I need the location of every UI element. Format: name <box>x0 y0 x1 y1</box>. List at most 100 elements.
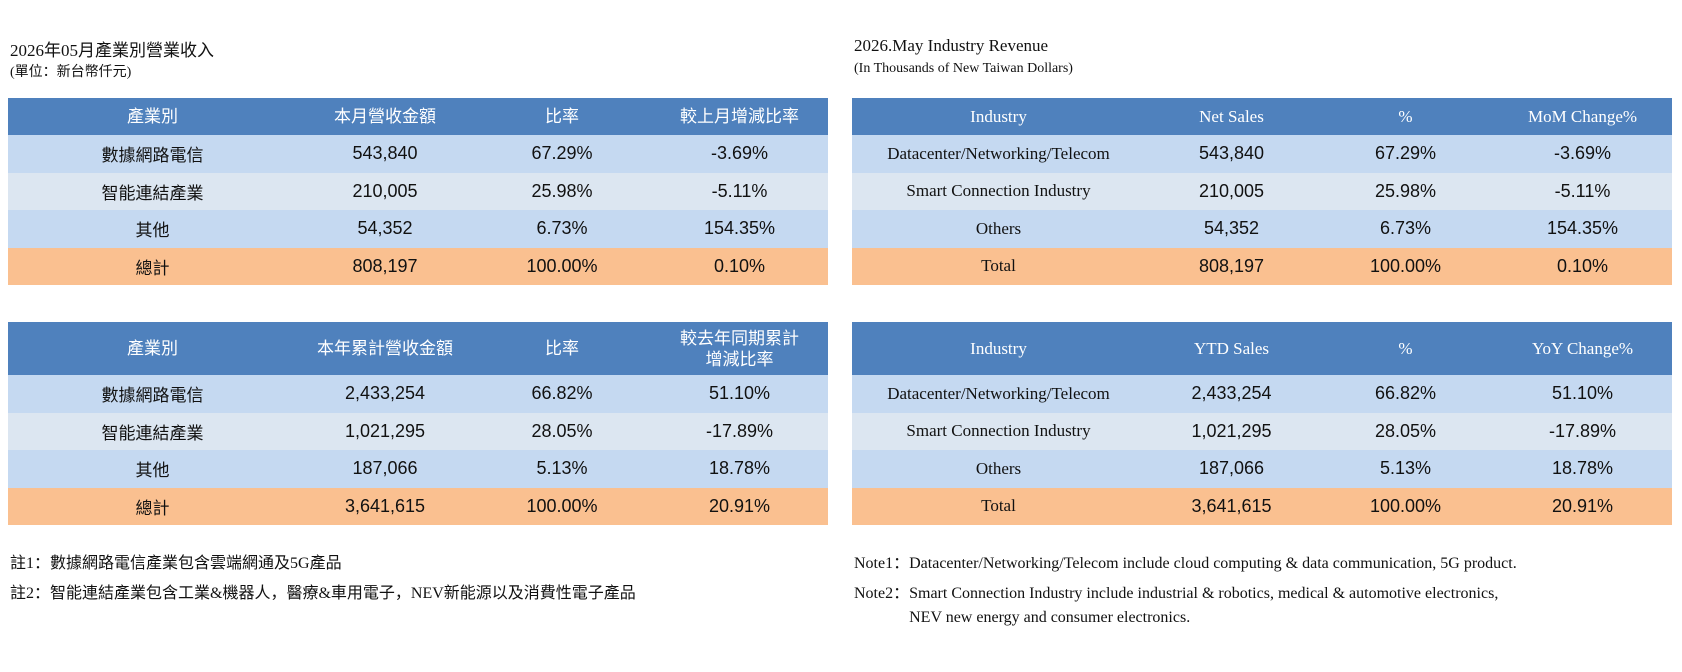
value-cell: -5.11% <box>1493 172 1672 210</box>
value-cell: 5.13% <box>473 450 651 488</box>
label-cell: Datacenter/Networking/Telecom <box>852 375 1145 413</box>
value-cell: -3.69% <box>651 135 828 173</box>
header-cell: 較去年同期累計 增減比率 <box>651 322 828 375</box>
data-row: Datacenter/Networking/Telecom 2,433,254 66… <box>852 375 1672 413</box>
value-cell: 6.73% <box>473 210 651 248</box>
note-label: Note2： <box>854 585 910 602</box>
label-cell: 數據網路電信 <box>8 375 297 413</box>
data-row: 數據網路電信 543,840 67.29% -3.69% <box>8 135 828 173</box>
value-cell: 1,021,295 <box>1145 412 1318 450</box>
subtitle: (In Thousands of New Taiwan Dollars) <box>854 61 1073 76</box>
value-cell: 5.13% <box>1318 450 1493 488</box>
revenue-table: Industry Net Sales% MoM Change% Datacenter/… <box>852 98 1672 285</box>
data-row: Others 54,352 6.73% 154.35% <box>852 210 1672 248</box>
revenue-table: 產業別 本年累計營收金額 比率 較去年同期累計 增減比率 數據網路電信 2,433,254… <box>8 322 828 525</box>
header-cell: 比率 <box>473 98 651 135</box>
value-cell: 100.00% <box>1318 487 1493 525</box>
value-cell: 187,066 <box>1145 450 1318 488</box>
data-row: Smart Connection Industry 1,021,295 28.05%… <box>852 412 1672 450</box>
value-cell: 100.00% <box>473 487 651 525</box>
note-body: 數據網路電信產業包含雲端網通及5G產品 <box>50 552 342 576</box>
header-cell: 產業別 <box>8 322 297 375</box>
value-cell: 3,641,615 <box>1145 487 1318 525</box>
label-cell: Total <box>852 487 1145 525</box>
value-cell: 54,352 <box>297 210 473 248</box>
value-cell: 210,005 <box>297 172 473 210</box>
label-cell: Datacenter/Networking/Telecom <box>852 135 1145 173</box>
label-cell: 其他 <box>8 210 297 248</box>
header-cell: 比率 <box>473 322 651 375</box>
header-cell: YTD Sales <box>1145 322 1318 375</box>
note-body: 智能連結產業包含工業&機器人，醫療&車用電子，NEV新能源以及消費性電子產品 <box>50 582 636 606</box>
label-cell: Total <box>852 247 1145 285</box>
data-row: 智能連結產業 210,005 25.98% -5.11% <box>8 172 828 210</box>
value-cell: 18.78% <box>651 450 828 488</box>
total-row: 總計 3,641,615 100.00% 20.91% <box>8 487 828 525</box>
header-cell: % <box>1318 322 1493 375</box>
revenue-table: Industry YTD Sales% YoY Change% Datacenter/… <box>852 322 1672 525</box>
value-cell: 28.05% <box>473 412 651 450</box>
value-cell: 25.98% <box>473 172 651 210</box>
data-row: 智能連結產業 1,021,295 28.05% -17.89% <box>8 412 828 450</box>
data-row: Datacenter/Networking/Telecom 543,840 67.2… <box>852 135 1672 173</box>
value-cell: -5.11% <box>651 172 828 210</box>
value-cell: 0.10% <box>1493 247 1672 285</box>
value-cell: 543,840 <box>1145 135 1318 173</box>
value-cell: -17.89% <box>651 412 828 450</box>
label-cell: Others <box>852 450 1145 488</box>
value-cell: 543,840 <box>297 135 473 173</box>
total-row: Total 808,197 100.00% 0.10% <box>852 247 1672 285</box>
label-cell: Smart Connection Industry <box>852 172 1145 210</box>
total-row: Total 3,641,615 100.00% 20.91% <box>852 487 1672 525</box>
header-row: Industry Net Sales% MoM Change% <box>852 98 1672 135</box>
value-cell: 1,021,295 <box>297 412 473 450</box>
data-row: 其他 54,352 6.73% 154.35% <box>8 210 828 248</box>
header-row: Industry YTD Sales% YoY Change% <box>852 322 1672 375</box>
data-row: Others 187,066 5.13% 18.78% <box>852 450 1672 488</box>
subtitle: (單位：新台幣仟元) <box>10 65 132 80</box>
data-row: 其他 187,066 5.13% 18.78% <box>8 450 828 488</box>
label-cell: Smart Connection Industry <box>852 412 1145 450</box>
value-cell: 100.00% <box>473 247 651 285</box>
value-cell: -3.69% <box>1493 135 1672 173</box>
note-line: NEV new energy and consumer electronics. <box>909 609 1191 626</box>
label-cell: 其他 <box>8 450 297 488</box>
header-cell: 產業別 <box>8 98 297 135</box>
value-cell: 54,352 <box>1145 210 1318 248</box>
note-line: Datacenter/Networking/Telecom include cl… <box>909 555 1517 572</box>
note: Note2： Smart Connection Industry include … <box>854 582 1517 630</box>
header-cell: % <box>1318 98 1493 135</box>
value-cell: 154.35% <box>1493 210 1672 248</box>
value-cell: 3,641,615 <box>297 487 473 525</box>
value-cell: 6.73% <box>1318 210 1493 248</box>
note-line: Smart Connection Industry include indust… <box>909 585 1499 602</box>
total-row: 總計 808,197 100.00% 0.10% <box>8 247 828 285</box>
value-cell: 67.29% <box>473 135 651 173</box>
value-cell: 2,433,254 <box>297 375 473 413</box>
note: Note1： Datacenter/Networking/Telecom incl… <box>854 552 1517 576</box>
value-cell: 20.91% <box>1493 487 1672 525</box>
value-cell: 66.82% <box>1318 375 1493 413</box>
value-cell: 67.29% <box>1318 135 1493 173</box>
notes: 註1： 數據網路電信產業包含雲端網通及5G產品 註2： 智能連結產業包含工業&機器人，… <box>10 552 636 612</box>
label-cell: Others <box>852 210 1145 248</box>
header-cell: 本月營收金額 <box>297 98 473 135</box>
left-panel: 2026年05月產業別營業收入 (單位：新台幣仟元) 產業別 本月營收金額 比率 較上月增… <box>8 0 828 672</box>
title: 2026年05月產業別營業收入 <box>10 41 214 60</box>
label-cell: 數據網路電信 <box>8 135 297 173</box>
value-cell: 154.35% <box>651 210 828 248</box>
note-body: Datacenter/Networking/Telecom include cl… <box>909 552 1517 576</box>
note-label: Note1： <box>854 555 910 572</box>
note-label: 註1： <box>10 555 51 572</box>
note: 註1： 數據網路電信產業包含雲端網通及5G產品 <box>10 552 636 576</box>
value-cell: -17.89% <box>1493 412 1672 450</box>
value-cell: 25.98% <box>1318 172 1493 210</box>
note-line: 智能連結產業包含工業&機器人，醫療&車用電子，NEV新能源以及消費性電子產品 <box>50 585 636 602</box>
header-row: 產業別 本月營收金額 比率 較上月增減比率 <box>8 98 828 135</box>
value-cell: 20.91% <box>651 487 828 525</box>
note: 註2： 智能連結產業包含工業&機器人，醫療&車用電子，NEV新能源以及消費性電子產… <box>10 582 636 606</box>
value-cell: 0.10% <box>651 247 828 285</box>
value-cell: 66.82% <box>473 375 651 413</box>
header-cell: MoM Change% <box>1493 98 1672 135</box>
